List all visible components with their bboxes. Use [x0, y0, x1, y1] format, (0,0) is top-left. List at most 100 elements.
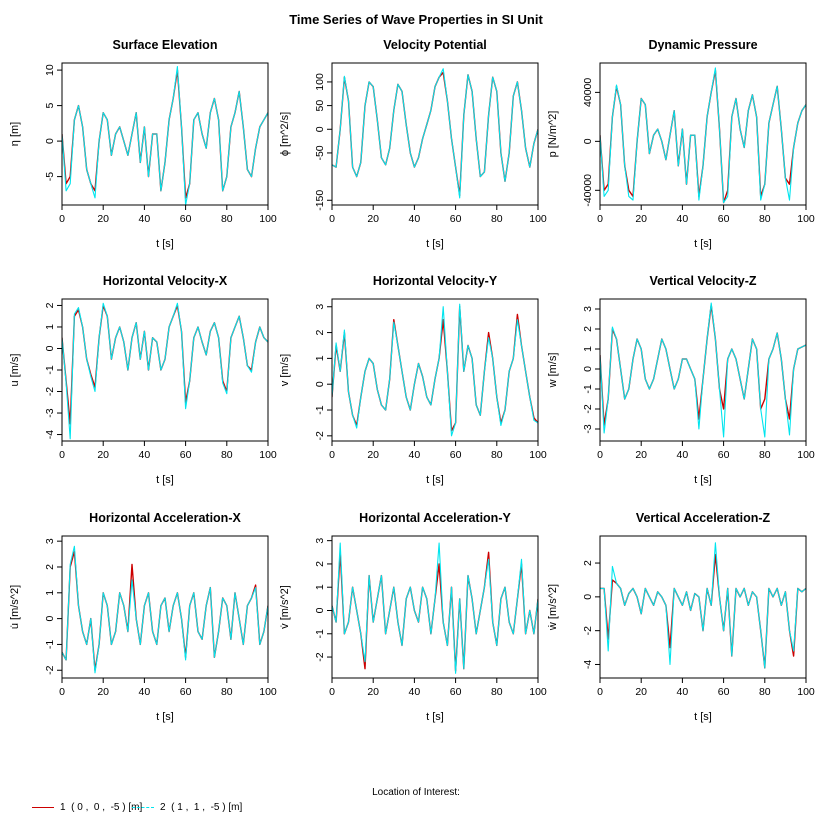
plot-frame: [599, 535, 807, 679]
x-tick-label: 20: [367, 686, 379, 698]
x-tick-label: 60: [180, 213, 192, 225]
y-tick-label: 0: [44, 616, 56, 622]
y-tick-label: 1: [44, 590, 56, 596]
x-tick-label: 100: [797, 213, 815, 225]
x-tick-label: 100: [259, 449, 277, 461]
y-tick-label: 10: [44, 64, 56, 76]
series-line-location-1: [332, 306, 538, 432]
y-tick-label: 50: [314, 100, 326, 112]
x-tick-label: 20: [367, 449, 379, 461]
x-tick-label: 60: [180, 449, 192, 461]
plot-lines: [332, 542, 538, 674]
chart-title: Vertical Acceleration-Z: [636, 511, 771, 525]
x-tick-label: 80: [759, 686, 771, 698]
series-line-location-1: [600, 553, 806, 669]
y-tick-label: 3: [582, 306, 594, 312]
y-tick-label: -3: [44, 408, 56, 417]
x-tick-label: 80: [759, 449, 771, 461]
plot-frame: [61, 298, 269, 442]
x-tick-label: 60: [450, 686, 462, 698]
y-tick-label: -2: [314, 652, 326, 661]
plot-lines: [62, 302, 268, 440]
y-axis-label: u̇ [m/s^2]: [9, 585, 21, 629]
series-line-location-2: [62, 302, 268, 440]
series-line-location-2: [332, 542, 538, 674]
x-tick-label: 0: [329, 686, 335, 698]
series-line-location-2: [332, 303, 538, 437]
chart-panel-6: Vertical Velocity-Z 0 20 40 60 80 100 -3 -2 -1 0 1 2…: [547, 274, 815, 486]
x-tick-label: 80: [221, 686, 233, 698]
chart-title: Dynamic Pressure: [648, 38, 757, 52]
plot-frame: [61, 535, 269, 679]
x-tick-label: 20: [97, 213, 109, 225]
x-tick-label: 40: [677, 213, 689, 225]
x-tick-label: 0: [59, 686, 65, 698]
x-tick-label: 40: [139, 449, 151, 461]
legend-entry-location-1: 1 ( 0 , 0 , -5 ) [m]: [32, 802, 142, 813]
x-tick-label: 20: [97, 449, 109, 461]
x-tick-label: 20: [635, 449, 647, 461]
x-tick-label: 100: [259, 686, 277, 698]
y-tick-label: -5: [44, 172, 56, 181]
legend: Location of Interest: 1 ( 0 , 0 , -5 ) […: [0, 782, 832, 834]
y-tick-label: 0: [582, 594, 594, 600]
series-line-location-2: [62, 545, 268, 674]
x-tick-label: 0: [59, 213, 65, 225]
y-tick-label: 2: [582, 560, 594, 566]
plot-lines: [600, 302, 806, 438]
y-tick-label: 2: [314, 561, 326, 567]
x-tick-label: 0: [597, 449, 603, 461]
y-tick-label: 2: [44, 302, 56, 308]
x-tick-label: 80: [491, 449, 503, 461]
legend-swatch-location-2: [132, 807, 154, 808]
x-tick-label: 100: [529, 213, 547, 225]
y-tick-label: -2: [582, 404, 594, 413]
y-tick-label: -3: [582, 424, 594, 433]
plot-frame: [599, 62, 807, 206]
chart-panel-2: Velocity Potential 0 20 40 60 80 100 -150 -50 0 50…: [279, 38, 547, 250]
x-axis-label: t [s]: [426, 711, 444, 723]
y-tick-label: 0: [582, 138, 594, 144]
plot-lines: [332, 303, 538, 437]
chart-panel-5: Horizontal Velocity-Y 0 20 40 60 80 100 -2 -1 0 1 2…: [279, 274, 547, 486]
y-tick-label: 0: [44, 345, 56, 351]
x-tick-label: 100: [797, 686, 815, 698]
plot-frame: [331, 298, 539, 442]
y-tick-label: -1: [314, 629, 326, 638]
plot-lines: [332, 68, 538, 199]
y-axis-label: η [m]: [9, 122, 21, 146]
y-tick-label: -1: [314, 405, 326, 414]
x-tick-label: 40: [677, 686, 689, 698]
legend-swatch-location-1: [32, 807, 54, 808]
chart-panel-9: Vertical Acceleration-Z 0 20 40 60 80 100 -4 -2 0…: [547, 511, 815, 723]
y-tick-label: -1: [582, 384, 594, 393]
y-axis-label: ẇ [m/s^2]: [547, 584, 559, 631]
plot-frame: [61, 62, 269, 206]
plot-frame: [599, 298, 807, 442]
y-tick-label: 3: [44, 538, 56, 544]
y-tick-label: -2: [314, 431, 326, 440]
x-axis-label: t [s]: [156, 474, 174, 486]
y-tick-label: 3: [314, 304, 326, 310]
x-tick-label: 20: [367, 213, 379, 225]
x-tick-label: 60: [718, 449, 730, 461]
x-tick-label: 40: [677, 449, 689, 461]
y-tick-label: 1: [314, 355, 326, 361]
x-tick-label: 60: [450, 213, 462, 225]
x-axis-label: t [s]: [694, 238, 712, 250]
x-tick-label: 0: [329, 449, 335, 461]
legend-entry-location-2: 2 ( 1 , 1 , -5 ) [m]: [132, 802, 242, 813]
series-line-location-1: [62, 304, 268, 425]
x-tick-label: 40: [139, 686, 151, 698]
x-tick-label: 80: [491, 686, 503, 698]
plot-lines: [600, 67, 806, 204]
y-tick-label: 2: [44, 564, 56, 570]
x-tick-label: 60: [718, 213, 730, 225]
series-line-location-2: [62, 66, 268, 205]
x-tick-label: 40: [139, 213, 151, 225]
y-tick-label: -50: [314, 145, 326, 160]
y-tick-label: 100: [314, 73, 326, 91]
y-tick-label: -2: [582, 626, 594, 635]
